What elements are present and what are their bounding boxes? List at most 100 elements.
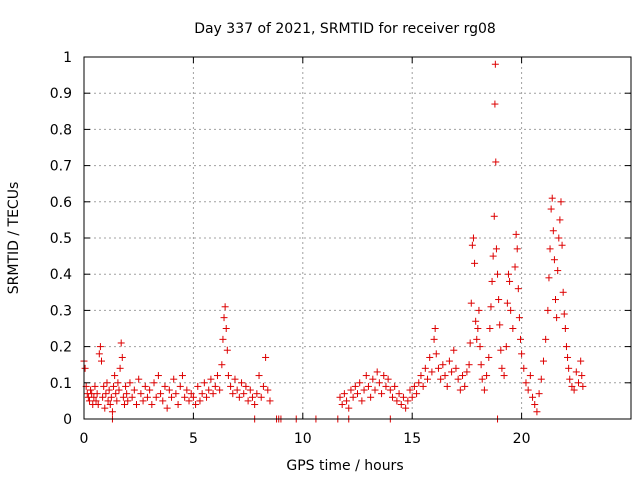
data-point xyxy=(434,364,442,372)
data-point xyxy=(572,368,580,376)
data-point xyxy=(441,372,449,380)
data-point xyxy=(426,353,434,361)
data-point xyxy=(556,216,564,224)
x-tick-label: 0 xyxy=(80,431,89,447)
data-point xyxy=(539,357,547,365)
data-point xyxy=(395,390,403,398)
data-point xyxy=(478,375,486,383)
data-point xyxy=(456,386,464,394)
data-point xyxy=(547,205,555,213)
data-point xyxy=(111,372,119,380)
data-point xyxy=(419,382,427,390)
y-tick-label: 0.7 xyxy=(50,159,72,175)
x-axis-label: GPS time / hours xyxy=(286,458,403,474)
data-point xyxy=(181,393,189,401)
data-point xyxy=(154,372,162,380)
data-point xyxy=(189,393,197,401)
data-point xyxy=(490,212,498,220)
data-point xyxy=(498,364,506,372)
data-point xyxy=(102,390,110,398)
data-point xyxy=(384,375,392,383)
data-point xyxy=(251,401,259,409)
data-point xyxy=(123,390,131,398)
data-point xyxy=(100,382,108,390)
data-point xyxy=(349,393,357,401)
data-point xyxy=(564,353,572,361)
data-point xyxy=(520,364,528,372)
data-point xyxy=(110,382,118,390)
data-point xyxy=(391,382,399,390)
data-point xyxy=(223,346,231,354)
data-point xyxy=(574,379,582,387)
data-point xyxy=(560,310,568,318)
data-point xyxy=(108,408,116,416)
data-point xyxy=(85,397,93,405)
y-tick-label: 1 xyxy=(63,50,72,66)
data-point xyxy=(494,270,502,278)
data-point xyxy=(139,397,147,405)
data-point xyxy=(113,397,121,405)
data-point xyxy=(128,393,136,401)
data-point xyxy=(565,364,573,372)
data-point xyxy=(415,379,423,387)
data-point xyxy=(495,296,503,304)
data-point xyxy=(90,393,98,401)
data-point xyxy=(469,234,477,242)
data-point xyxy=(544,306,552,314)
data-point xyxy=(475,306,483,314)
data-point xyxy=(577,357,585,365)
data-point xyxy=(152,393,160,401)
data-point xyxy=(461,382,469,390)
data-point xyxy=(568,382,576,390)
data-point xyxy=(452,364,460,372)
data-point xyxy=(253,390,261,398)
data-point xyxy=(518,350,526,358)
data-point xyxy=(360,386,368,394)
data-point xyxy=(104,397,112,405)
data-point xyxy=(150,379,158,387)
data-point xyxy=(472,317,480,325)
data-point xyxy=(351,382,359,390)
data-point xyxy=(491,100,499,108)
data-point xyxy=(471,259,479,267)
data-point xyxy=(246,386,254,394)
data-point xyxy=(87,386,95,394)
data-point xyxy=(548,194,556,202)
data-point xyxy=(103,379,111,387)
data-point xyxy=(421,364,429,372)
data-point xyxy=(473,335,481,343)
data-point xyxy=(161,382,169,390)
data-point xyxy=(550,256,558,264)
data-point xyxy=(170,375,178,383)
data-point xyxy=(526,372,534,380)
data-point xyxy=(428,368,436,376)
data-point xyxy=(242,382,250,390)
data-point xyxy=(513,245,521,253)
data-point xyxy=(135,375,143,383)
data-point xyxy=(107,393,115,401)
y-tick-label: 0.3 xyxy=(50,303,72,319)
data-point xyxy=(114,379,122,387)
data-point xyxy=(174,401,182,409)
data-point xyxy=(93,390,101,398)
data-point xyxy=(483,372,491,380)
data-point xyxy=(448,368,456,376)
data-point xyxy=(570,386,578,394)
data-point xyxy=(477,361,485,369)
data-point xyxy=(424,375,432,383)
data-point xyxy=(546,245,554,253)
data-point xyxy=(558,241,566,249)
data-point xyxy=(81,364,89,372)
data-point xyxy=(512,230,520,238)
data-point xyxy=(347,386,355,394)
y-tick-label: 0.1 xyxy=(50,376,72,392)
data-point xyxy=(492,245,500,253)
data-point xyxy=(561,325,569,332)
data-point xyxy=(413,390,421,398)
data-point xyxy=(450,346,458,354)
data-point xyxy=(159,397,167,405)
data-point xyxy=(130,386,138,394)
data-point xyxy=(168,393,176,401)
data-point xyxy=(463,368,471,376)
